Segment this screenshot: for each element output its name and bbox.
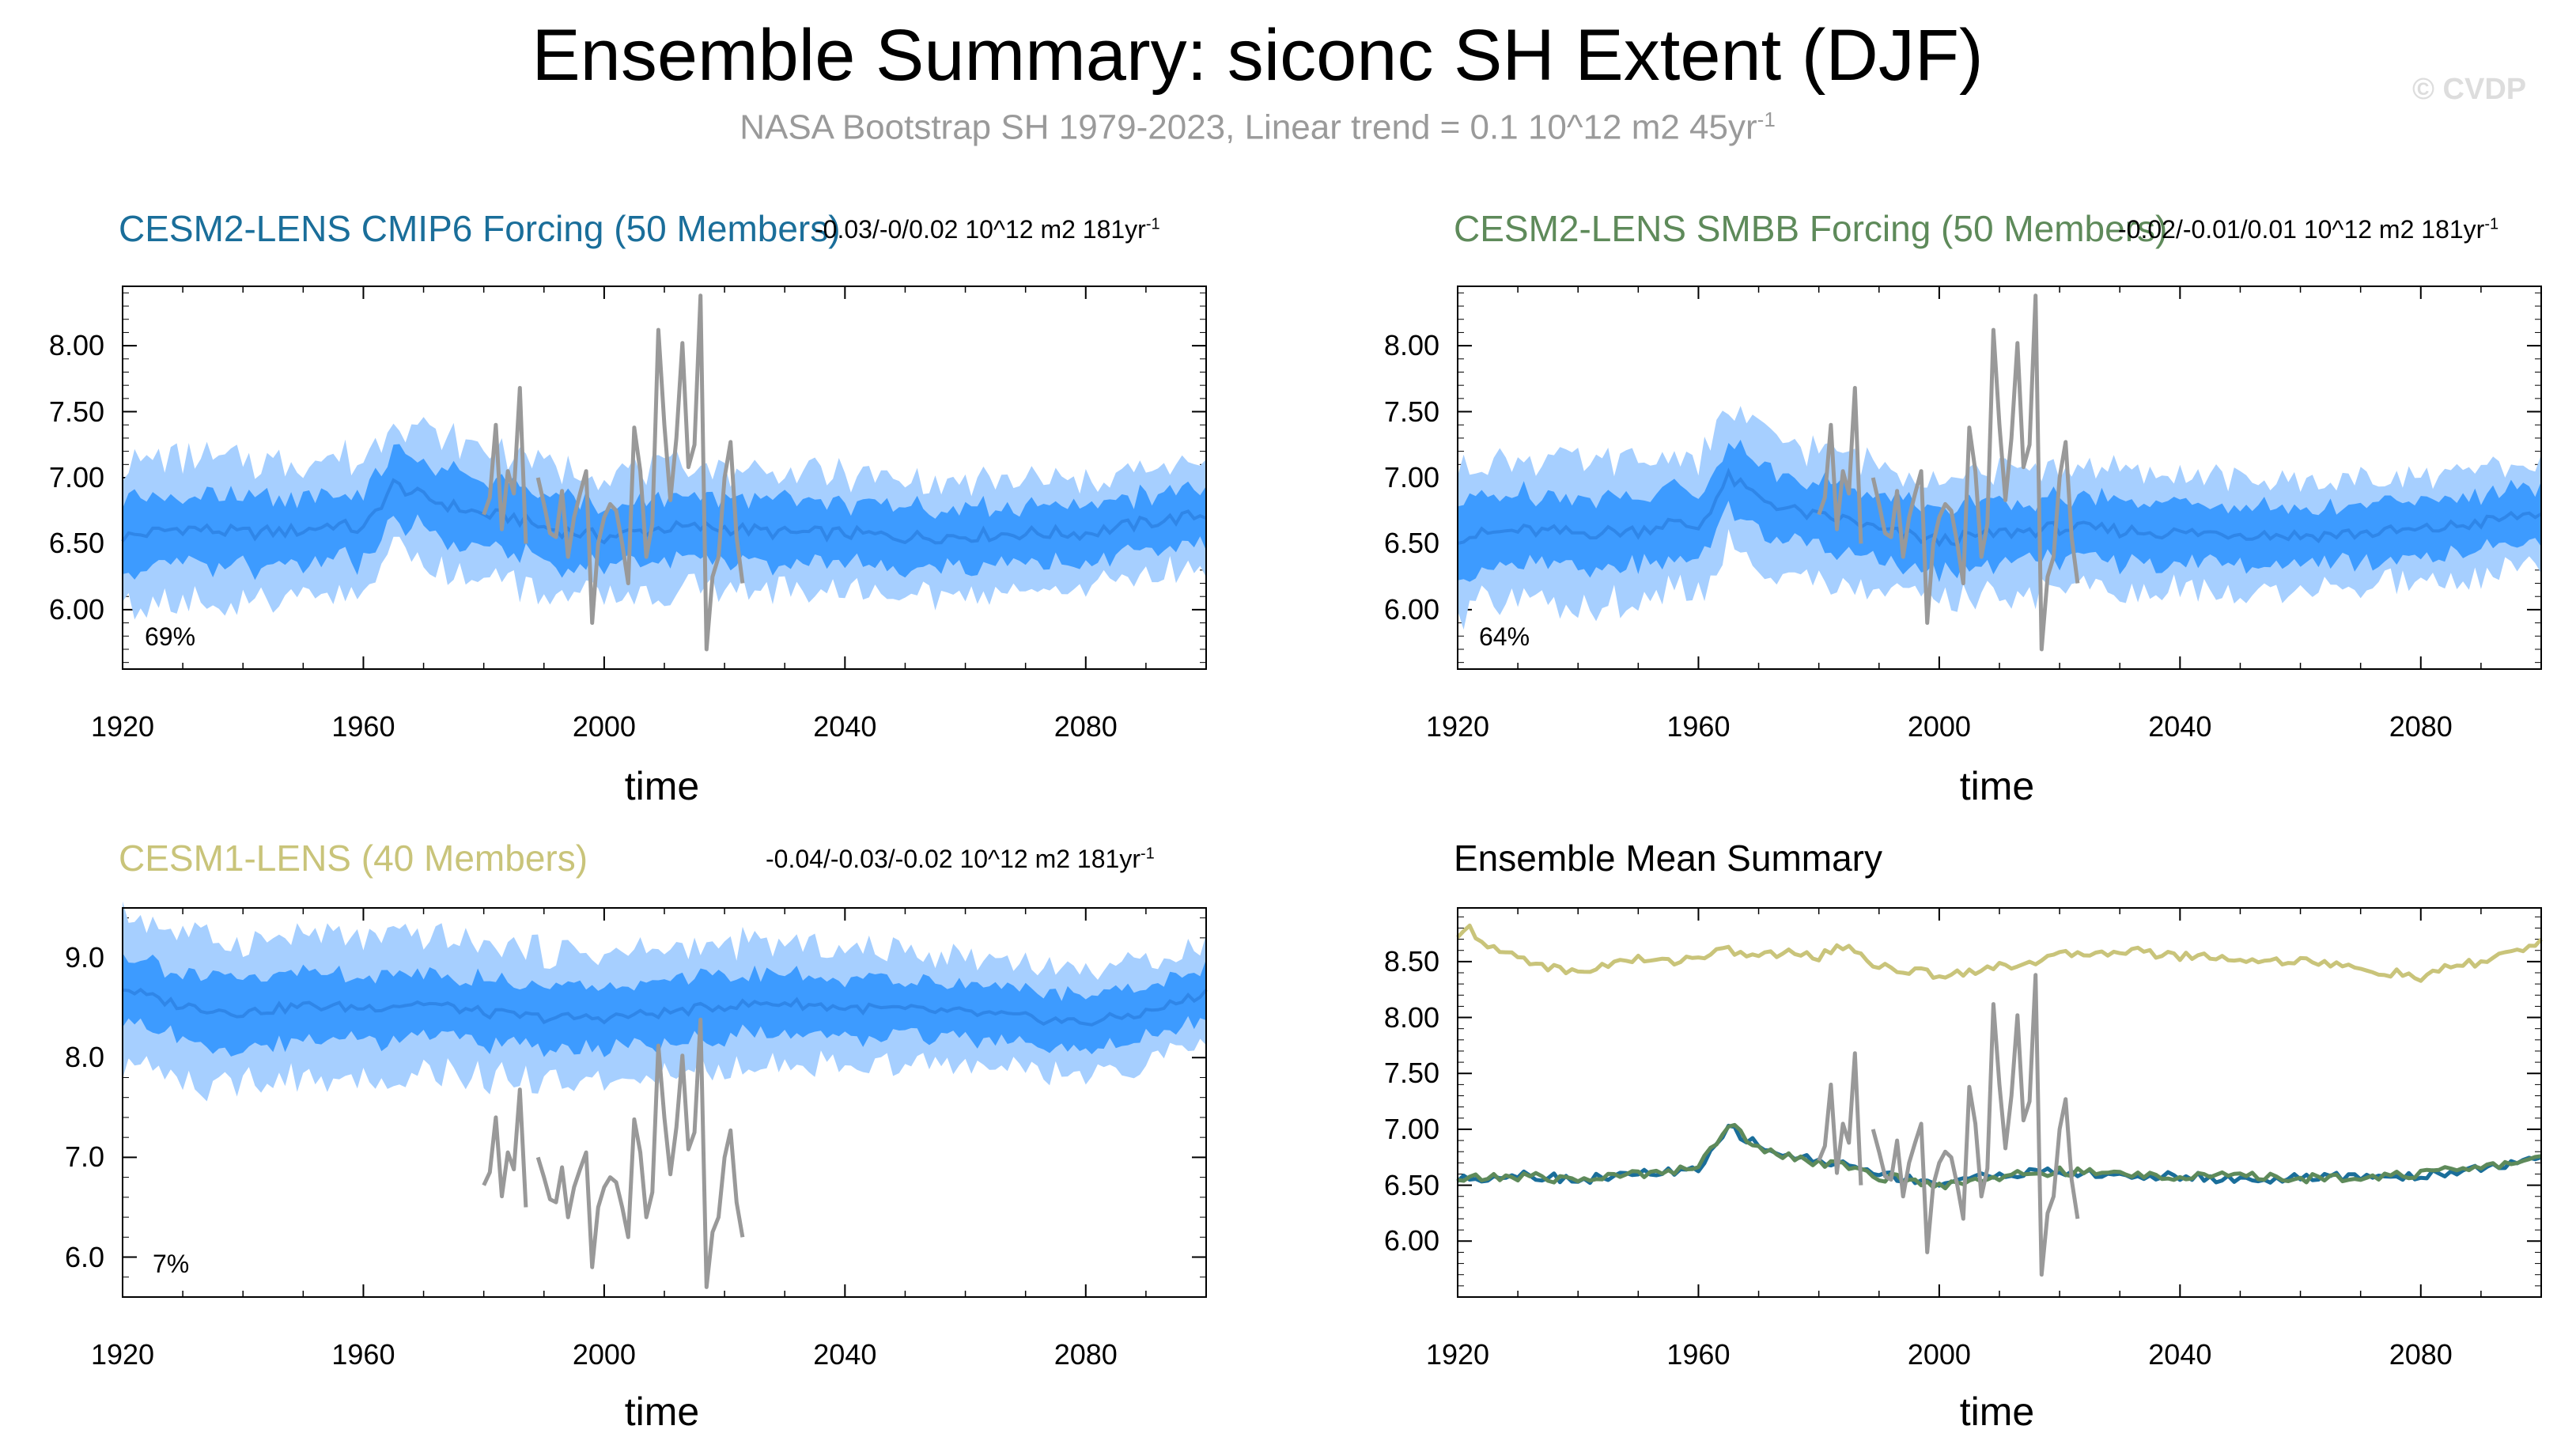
observations-line — [1817, 386, 1863, 544]
observations-line — [535, 1017, 745, 1289]
x-tick-label: 2080 — [1053, 1338, 1118, 1371]
panel-summary-title: Ensemble Mean Summary — [1454, 838, 1882, 879]
x-tick-label: 1920 — [1425, 1338, 1490, 1371]
plot-frame — [122, 907, 1207, 1298]
y-tick-label: 6.00 — [48, 592, 104, 626]
figure-title: Ensemble Summary: siconc SH Extent (DJF) — [531, 15, 1984, 96]
panel-cmip6-title: CESM2-LENS CMIP6 Forcing (50 Members) — [119, 208, 841, 249]
y-tick-label: 8.0 — [64, 1041, 104, 1074]
panel-cmip6-xlabel: time — [624, 764, 700, 808]
y-tick-label: 7.00 — [1383, 461, 1439, 494]
y-tick-label: 6.50 — [1383, 1168, 1439, 1201]
plot-frame — [122, 286, 1207, 670]
y-tick-label: 7.0 — [64, 1140, 104, 1174]
panel-cesm1-trend-sup: -1 — [1140, 845, 1155, 863]
cesm2_cmip6-mean-line — [1456, 1123, 2542, 1188]
ensemble-mean-line — [122, 987, 1208, 1027]
cesm1-mean-line — [1456, 923, 2543, 983]
x-tick-label: 1960 — [1666, 710, 1731, 743]
x-tick-label: 1920 — [90, 1338, 155, 1371]
outer-percentile-band — [123, 417, 1206, 620]
figure-subtitle-sup: -1 — [1757, 108, 1776, 131]
x-tick-label: 2080 — [1053, 710, 1118, 743]
y-tick-label: 7.00 — [1383, 1112, 1439, 1145]
x-tick-label: 1960 — [331, 710, 395, 743]
x-tick-label: 2080 — [2389, 1338, 2453, 1371]
outer-percentile-band — [1458, 406, 2541, 630]
inner-percentile-band — [1458, 440, 2541, 582]
panel-smbb-trend-sup: -1 — [2484, 215, 2499, 233]
panel-cmip6-trend-text: -0.03/-0/0.02 10^12 m2 181yr — [815, 215, 1146, 244]
plot-frame — [1457, 286, 2542, 670]
x-tick-label: 2040 — [2148, 1338, 2212, 1371]
panel-summary-xlabel: time — [1959, 1390, 2035, 1434]
observations-line — [1871, 293, 2080, 652]
observations-line — [1817, 1051, 1863, 1186]
y-tick-label: 6.50 — [1383, 527, 1439, 560]
y-tick-label: 8.00 — [1383, 1000, 1439, 1034]
y-tick-label: 9.0 — [64, 941, 104, 974]
x-tick-label: 2000 — [1907, 710, 1971, 743]
panel-smbb-trend: -0.02/-0.01/0.01 10^12 m2 181yr-1 — [2118, 215, 2498, 244]
y-tick-label: 8.00 — [1383, 329, 1439, 362]
y-tick-label: 6.0 — [64, 1240, 104, 1273]
y-tick-label: 6.00 — [1383, 1224, 1439, 1257]
cesm2_smbb-mean-line — [1457, 1122, 2542, 1191]
observations-line — [1871, 973, 2080, 1277]
y-tick-label: 6.00 — [1383, 592, 1439, 626]
y-tick-label: 6.50 — [48, 527, 104, 560]
panel-cesm1-xlabel: time — [624, 1390, 700, 1434]
panel-smbb-trend-text: -0.02/-0.01/0.01 10^12 m2 181yr — [2118, 215, 2485, 244]
inner-percentile-band — [123, 953, 1206, 1057]
y-tick-label: 7.50 — [48, 395, 104, 428]
panel-cesm1-title: CESM1-LENS (40 Members) — [119, 838, 588, 879]
panel-cmip6-trend: -0.03/-0/0.02 10^12 m2 181yr-1 — [815, 215, 1160, 244]
observations-line — [535, 293, 745, 652]
observations-line — [482, 386, 528, 544]
x-tick-label: 2040 — [2148, 710, 2212, 743]
y-tick-label: 7.00 — [48, 461, 104, 494]
panel-smbb-title: CESM2-LENS SMBB Forcing (50 Members) — [1454, 208, 2168, 249]
panel-smbb-xlabel: time — [1959, 764, 2035, 808]
x-tick-label: 2040 — [813, 710, 877, 743]
ensemble-mean-line — [1457, 467, 2543, 548]
panel-cesm1-trend-text: -0.04/-0.03/-0.02 10^12 m2 181yr — [766, 845, 1140, 873]
plot-frame — [1457, 907, 2542, 1298]
x-tick-label: 2080 — [2389, 710, 2453, 743]
y-tick-label: 8.50 — [1383, 944, 1439, 978]
panel-cmip6-percent: 69% — [145, 622, 196, 651]
inner-percentile-band — [123, 444, 1206, 581]
panel-cmip6-trend-sup: -1 — [1145, 215, 1160, 233]
panel-cesm1-percent: 7% — [153, 1250, 190, 1278]
x-tick-label: 2000 — [572, 1338, 636, 1371]
figure-subtitle-text: NASA Bootstrap SH 1979-2023, Linear tren… — [740, 108, 1757, 147]
x-tick-label: 2000 — [572, 710, 636, 743]
x-tick-label: 2000 — [1907, 1338, 1971, 1371]
ensemble-mean-line — [121, 478, 1207, 545]
y-tick-label: 8.00 — [48, 329, 104, 362]
cvdp-watermark: © CVDP — [2412, 73, 2527, 106]
figure-subtitle: NASA Bootstrap SH 1979-2023, Linear tren… — [0, 108, 2515, 148]
x-tick-label: 1960 — [331, 1338, 395, 1371]
panel-smbb-percent: 64% — [1479, 622, 1530, 651]
outer-percentile-band — [123, 901, 1206, 1102]
y-tick-label: 7.50 — [1383, 1057, 1439, 1090]
x-tick-label: 1920 — [90, 710, 155, 743]
x-tick-label: 1920 — [1425, 710, 1490, 743]
x-tick-label: 2040 — [813, 1338, 877, 1371]
panel-cesm1-trend: -0.04/-0.03/-0.02 10^12 m2 181yr-1 — [766, 845, 1155, 874]
y-tick-label: 7.50 — [1383, 395, 1439, 428]
observations-line — [482, 1087, 528, 1208]
x-tick-label: 1960 — [1666, 1338, 1731, 1371]
